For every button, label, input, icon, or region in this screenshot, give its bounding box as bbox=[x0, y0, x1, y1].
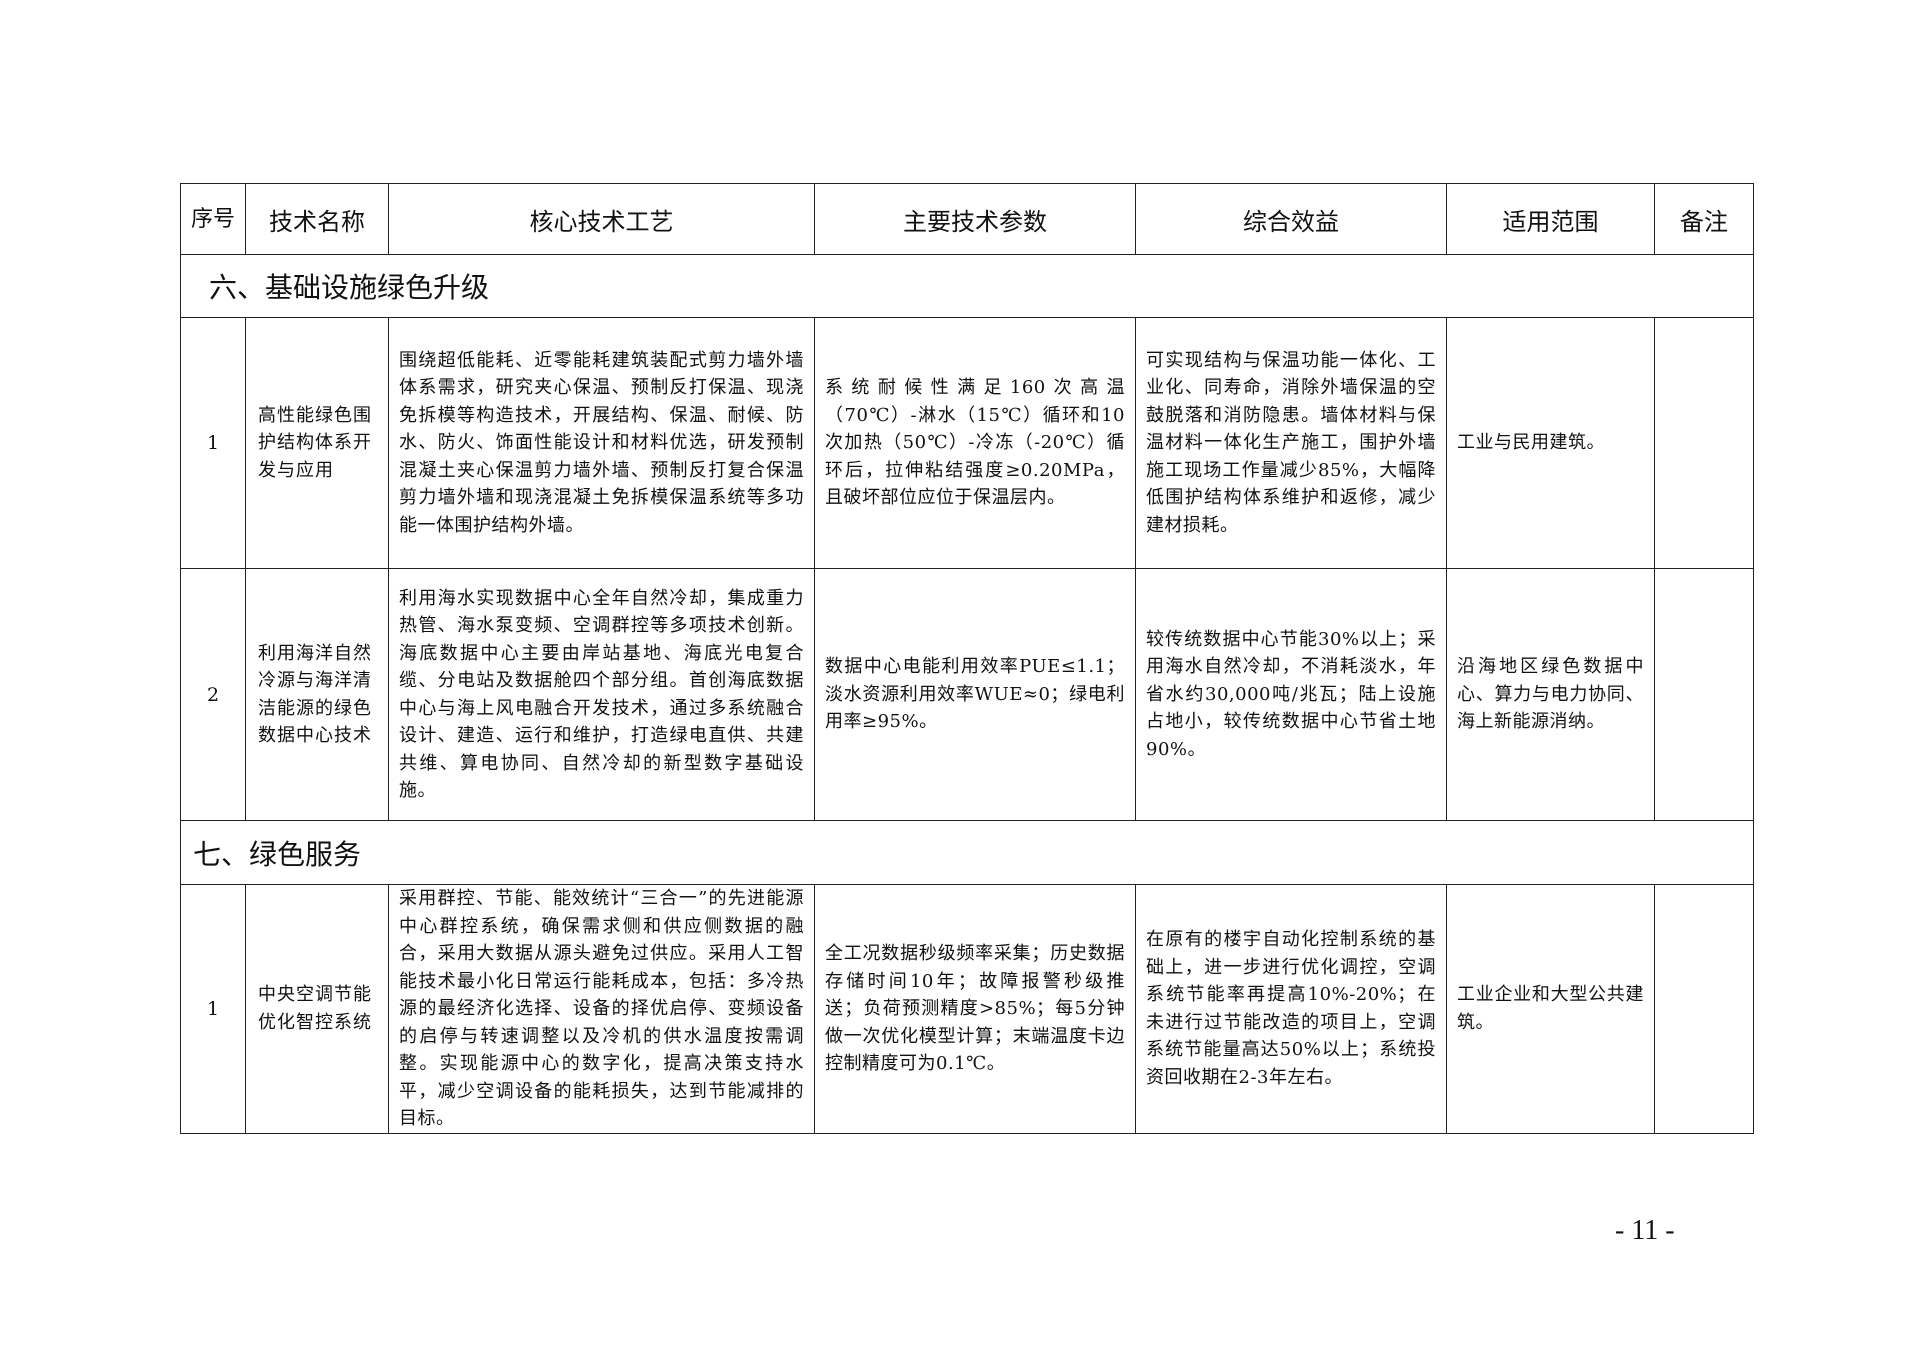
header-seq: 序号 bbox=[180, 183, 246, 255]
cell-name: 高性能绿色围护结构体系开发与应用 bbox=[245, 317, 389, 569]
technology-table: 序号 技术名称 核心技术工艺 主要技术参数 综合效益 适用范围 备注 六、基础设… bbox=[180, 183, 1754, 1134]
cell-note bbox=[1654, 568, 1754, 821]
cell-note bbox=[1654, 884, 1754, 1134]
cell-params: 数据中心电能利用效率PUE≤1.1；淡水资源利用效率WUE≈0；绿电利用率≥95… bbox=[814, 568, 1136, 821]
section-title: 六、基础设施绿色升级 bbox=[180, 254, 1754, 318]
cell-process: 采用群控、节能、能效统计“三合一”的先进能源中心群控系统，确保需求侧和供应侧数据… bbox=[388, 884, 815, 1134]
cell-seq: 1 bbox=[180, 884, 246, 1134]
section-title: 七、绿色服务 bbox=[180, 820, 1754, 885]
header-row: 序号 技术名称 核心技术工艺 主要技术参数 综合效益 适用范围 备注 bbox=[180, 183, 1754, 255]
cell-process: 围绕超低能耗、近零能耗建筑装配式剪力墙外墙体系需求，研究夹心保温、预制反打保温、… bbox=[388, 317, 815, 569]
cell-benefit: 可实现结构与保温功能一体化、工业化、同寿命，消除外墙保温的空鼓脱落和消防隐患。墙… bbox=[1135, 317, 1447, 569]
cell-scope: 沿海地区绿色数据中心、算力与电力协同、海上新能源消纳。 bbox=[1446, 568, 1655, 821]
cell-params: 系统耐候性满足160次高温（70℃）-淋水（15℃）循环和10次加热（50℃）-… bbox=[814, 317, 1136, 569]
cell-process: 利用海水实现数据中心全年自然冷却，集成重力热管、海水泵变频、空调群控等多项技术创… bbox=[388, 568, 815, 821]
table-row: 1 中央空调节能优化智控系统 采用群控、节能、能效统计“三合一”的先进能源中心群… bbox=[180, 884, 1754, 1134]
header-scope: 适用范围 bbox=[1446, 183, 1655, 255]
table-row: 2 利用海洋自然冷源与海洋清洁能源的绿色数据中心技术 利用海水实现数据中心全年自… bbox=[180, 568, 1754, 821]
cell-name: 中央空调节能优化智控系统 bbox=[245, 884, 389, 1134]
section-row: 六、基础设施绿色升级 bbox=[180, 254, 1754, 318]
cell-note bbox=[1654, 317, 1754, 569]
cell-params: 全工况数据秒级频率采集；历史数据存储时间10年；故障报警秒级推送；负荷预测精度>… bbox=[814, 884, 1136, 1134]
header-benefit: 综合效益 bbox=[1135, 183, 1447, 255]
section-row: 七、绿色服务 bbox=[180, 820, 1754, 885]
table-row: 1 高性能绿色围护结构体系开发与应用 围绕超低能耗、近零能耗建筑装配式剪力墙外墙… bbox=[180, 317, 1754, 569]
cell-seq: 2 bbox=[180, 568, 246, 821]
cell-seq: 1 bbox=[180, 317, 246, 569]
cell-benefit: 在原有的楼宇自动化控制系统的基础上，进一步进行优化调控，空调系统节能率再提高10… bbox=[1135, 884, 1447, 1134]
header-process: 核心技术工艺 bbox=[388, 183, 815, 255]
page-number: - 11 - bbox=[1615, 1215, 1675, 1246]
cell-name: 利用海洋自然冷源与海洋清洁能源的绿色数据中心技术 bbox=[245, 568, 389, 821]
header-note: 备注 bbox=[1654, 183, 1754, 255]
cell-scope: 工业企业和大型公共建筑。 bbox=[1446, 884, 1655, 1134]
cell-scope: 工业与民用建筑。 bbox=[1446, 317, 1655, 569]
cell-benefit: 较传统数据中心节能30%以上；采用海水自然冷却，不消耗淡水，年省水约30,000… bbox=[1135, 568, 1447, 821]
header-params: 主要技术参数 bbox=[814, 183, 1136, 255]
header-name: 技术名称 bbox=[245, 183, 389, 255]
